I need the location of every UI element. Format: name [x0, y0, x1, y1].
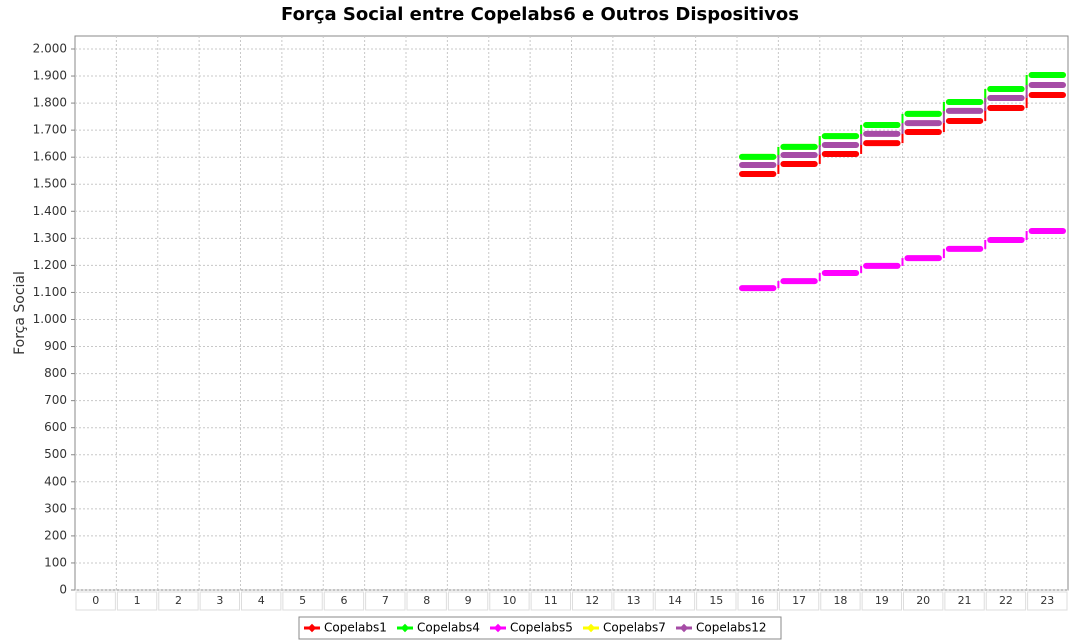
legend-marker: [400, 623, 410, 633]
y-tick-label: 900: [44, 339, 67, 353]
x-tick-box: [572, 591, 613, 611]
y-tick-label: 1.600: [33, 150, 67, 164]
legend-marker: [586, 623, 596, 633]
legend: Copelabs1 Copelabs4 Copelabs5 Copelabs7 Cope…: [298, 616, 782, 640]
x-tick-box: [778, 591, 820, 611]
x-tick-label: 8: [423, 594, 430, 607]
x-tick-label: 17: [792, 594, 806, 607]
x-tick-box: [1027, 591, 1068, 611]
y-tick-label: 1.900: [33, 69, 67, 83]
x-tick-label: 1: [134, 594, 141, 607]
y-tick-label: 300: [44, 501, 67, 515]
y-axis-title: Força Social: [12, 271, 28, 355]
y-tick-label: 2.000: [33, 41, 67, 55]
y-tick-label: 1.000: [33, 312, 67, 326]
x-tick-label: 16: [751, 594, 765, 607]
legend-box: [298, 616, 782, 640]
legend-marker: [307, 623, 317, 633]
x-tick-box: [613, 591, 654, 611]
x-tick-label: 4: [258, 594, 265, 607]
x-tick-label: 13: [627, 594, 641, 607]
x-tick-label: 7: [382, 594, 389, 607]
x-tick-box: [75, 591, 116, 611]
x-tick-box: [861, 591, 902, 611]
y-tick-label: 200: [44, 528, 67, 542]
y-tick-label: 100: [44, 555, 67, 569]
x-tick-box: [406, 591, 447, 611]
y-tick-label: 1.400: [33, 204, 67, 218]
legend-marker: [679, 623, 689, 633]
legend-label: Copelabs4: [417, 621, 480, 635]
y-tick-label: 1.500: [33, 177, 67, 191]
x-tick-box: [199, 591, 240, 611]
y-tick-label: 1.700: [33, 123, 67, 137]
y-tick-label: 1.200: [33, 258, 67, 272]
x-tick-box: [903, 591, 944, 611]
x-tick-label: 15: [709, 594, 723, 607]
y-tick-label: 1.100: [33, 285, 67, 299]
y-tick-label: 700: [44, 393, 67, 407]
y-tick-label: 800: [44, 366, 67, 380]
x-tick-label: 14: [668, 594, 682, 607]
legend-label: Copelabs12: [696, 621, 767, 635]
x-tick-label: 18: [833, 594, 847, 607]
x-tick-label: 23: [1040, 594, 1054, 607]
x-tick-box: [530, 591, 571, 611]
x-tick-label: 0: [92, 594, 99, 607]
y-tick-label: 1.800: [33, 96, 67, 110]
x-tick-label: 12: [585, 594, 599, 607]
legend-label: Copelabs7: [603, 621, 666, 635]
x-tick-label: 22: [999, 594, 1013, 607]
x-tick-box: [323, 591, 365, 611]
x-tick-box: [654, 591, 696, 611]
x-tick-box: [737, 591, 778, 611]
x-tick-box: [158, 591, 199, 611]
x-tick-box: [116, 591, 158, 611]
y-tick-label: 0: [59, 583, 67, 597]
x-tick-label: 9: [465, 594, 472, 607]
legend-marker: [493, 623, 503, 633]
x-tick-label: 3: [216, 594, 223, 607]
x-tick-label: 19: [875, 594, 889, 607]
x-tick-box: [365, 591, 406, 611]
y-tick-label: 500: [44, 447, 67, 461]
x-tick-label: 5: [299, 594, 306, 607]
x-tick-label: 6: [340, 594, 347, 607]
x-tick-box: [282, 591, 323, 611]
legend-label: Copelabs1: [324, 621, 387, 635]
x-tick-label: 11: [544, 594, 558, 607]
x-tick-label: 20: [916, 594, 930, 607]
x-tick-label: 21: [958, 594, 972, 607]
x-tick-box: [489, 591, 530, 611]
y-tick-label: 600: [44, 420, 67, 434]
legend-label: Copelabs5: [510, 621, 573, 635]
x-tick-box: [944, 591, 985, 611]
x-tick-box: [985, 591, 1027, 611]
x-tick-box: [447, 591, 489, 611]
x-tick-label: 2: [175, 594, 182, 607]
x-tick-box: [241, 591, 282, 611]
x-tick-label: 10: [502, 594, 516, 607]
x-tick-box: [696, 591, 737, 611]
y-tick-label: 400: [44, 474, 67, 488]
y-tick-label: 1.300: [33, 231, 67, 245]
x-tick-box: [820, 591, 861, 611]
chart-title: Força Social entre Copelabs6 e Outros Di…: [281, 4, 799, 25]
